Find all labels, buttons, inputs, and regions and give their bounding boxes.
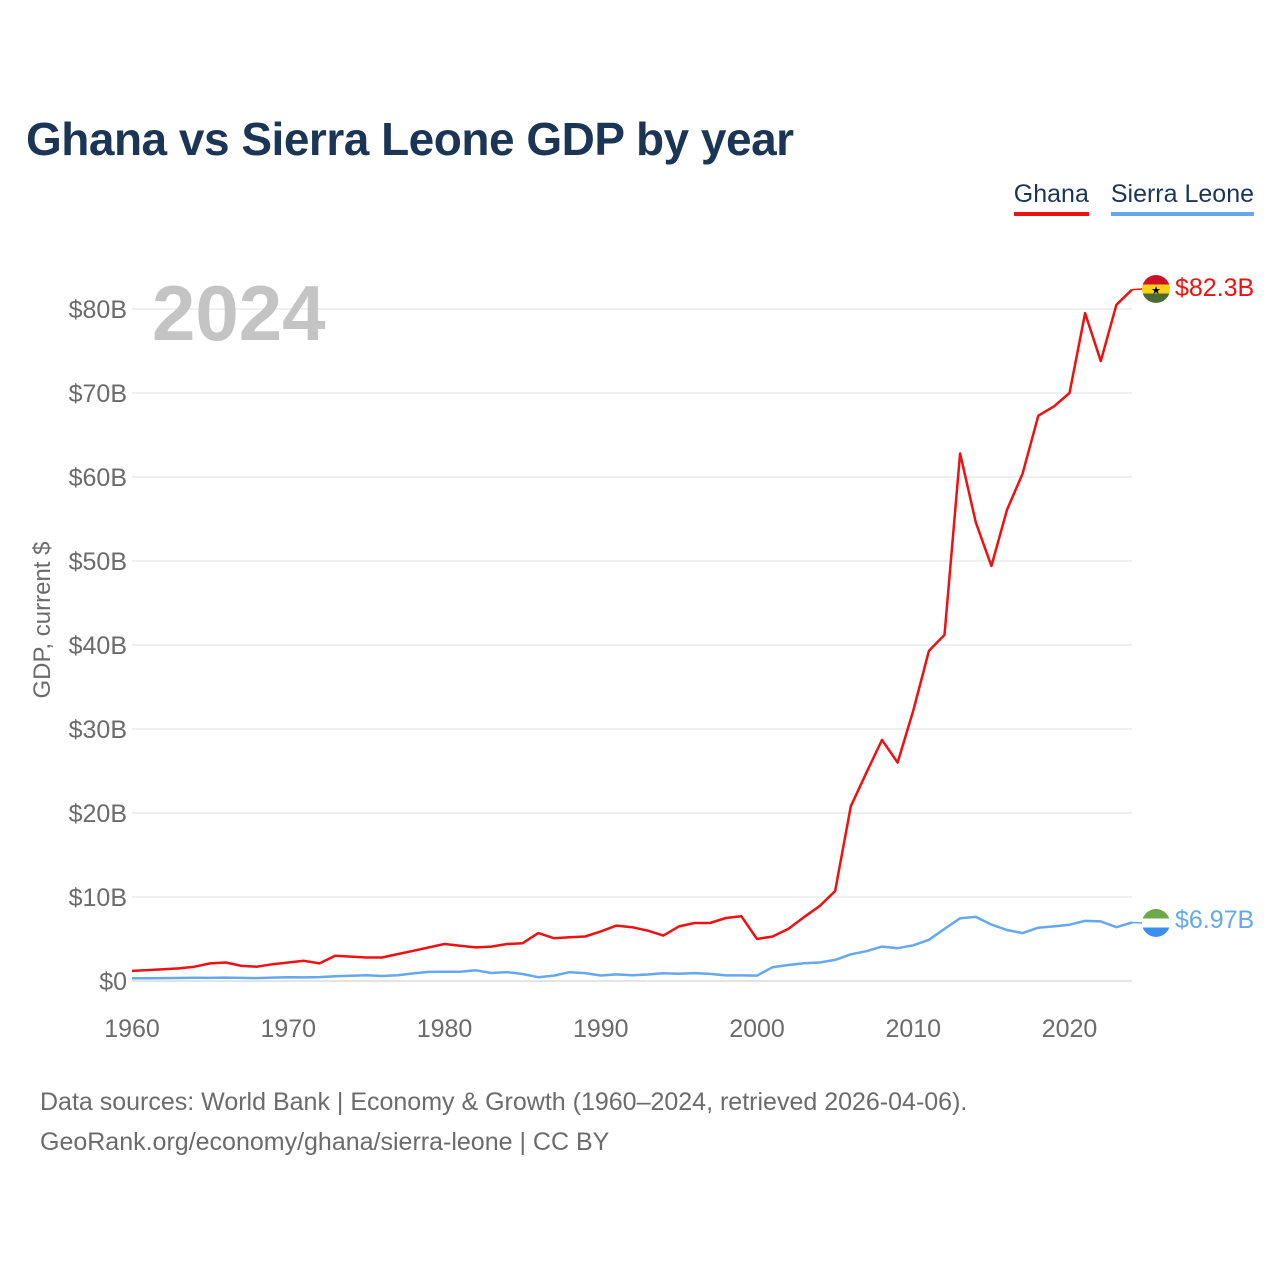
y-tick-label: $10B — [69, 884, 127, 912]
svg-text:★: ★ — [1151, 284, 1161, 297]
series-line-sierra-leone — [131, 915, 1133, 980]
ghana-flag-icon: ★ — [1142, 275, 1170, 303]
y-tick-label: $60B — [69, 464, 127, 492]
source-line-2[interactable]: GeoRank.org/economy/ghana/sierra-leone |… — [40, 1128, 610, 1156]
y-axis-label: GDP, current $ — [29, 542, 56, 699]
y-tick-label: $50B — [69, 548, 127, 576]
ghana-end-label: $82.3B — [1175, 274, 1254, 302]
legend-item-sierra-leone[interactable]: Sierra Leone — [1110, 180, 1254, 216]
x-tick-label: 2000 — [729, 1015, 785, 1043]
sierra-leone-end-label: $6.97B — [1175, 906, 1254, 934]
legend: Ghana Sierra Leone — [1013, 180, 1254, 216]
x-tick-label: 1960 — [104, 1015, 160, 1043]
y-tick-label: $40B — [69, 632, 127, 660]
y-tick-label: $80B — [69, 296, 127, 324]
legend-item-ghana[interactable]: Ghana — [1013, 180, 1089, 216]
series-line-ghana — [131, 288, 1133, 973]
y-tick-label: $20B — [69, 800, 127, 828]
x-tick-label: 2010 — [885, 1015, 941, 1043]
y-tick-label: $70B — [69, 380, 127, 408]
sierra-leone-flag-icon — [1142, 909, 1170, 937]
source-note: Data sources: World Bank | Economy & Gro… — [40, 1082, 967, 1162]
x-tick-label: 1990 — [573, 1015, 629, 1043]
year-watermark: 2024 — [152, 269, 326, 357]
end-label-connector — [1131, 921, 1143, 924]
end-label-connector — [1131, 288, 1143, 291]
source-line-1: Data sources: World Bank | Economy & Gro… — [40, 1088, 968, 1116]
y-tick-label: $30B — [69, 716, 127, 744]
chart-title: Ghana vs Sierra Leone GDP by year — [26, 113, 794, 165]
y-tick-label: $0 — [99, 968, 127, 996]
x-tick-label: 1970 — [260, 1015, 316, 1043]
x-tick-label: 2020 — [1042, 1015, 1098, 1043]
x-tick-label: 1980 — [417, 1015, 473, 1043]
